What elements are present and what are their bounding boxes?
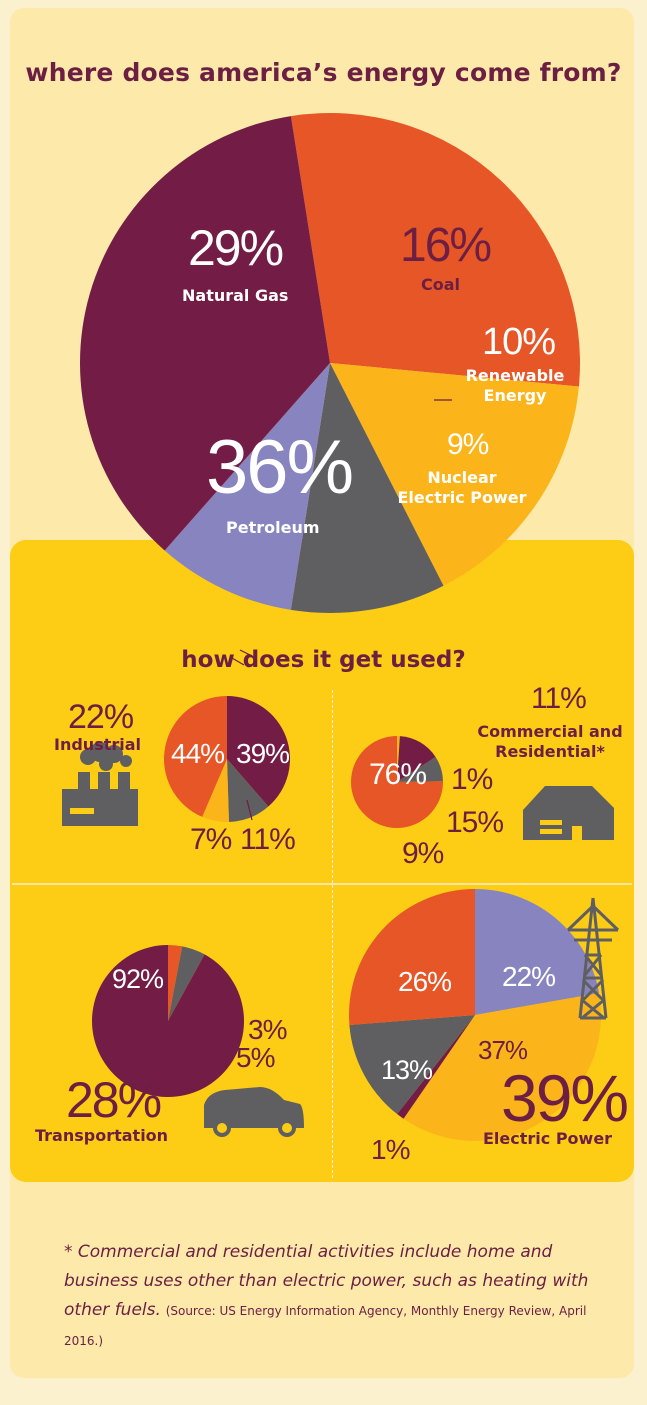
main-nuclear-pct: 9%	[447, 428, 489, 461]
page-title: where does america’s energy come from?	[25, 58, 622, 87]
electric-label: Electric Power	[483, 1129, 613, 1148]
main-energy-slice-2	[290, 363, 444, 613]
electric-13-pct: 13%	[381, 1055, 433, 1085]
transport-3-pct: 3%	[248, 1014, 287, 1045]
footnote-source: (Source: US Energy Information Agency, M…	[64, 1304, 587, 1348]
commercial-15-pct: 15%	[446, 806, 504, 839]
commercial-slice-2	[397, 756, 443, 782]
power-tower-icon	[566, 897, 620, 1020]
transport-5pct-leader	[231, 657, 245, 666]
industrial-share: 22%	[68, 698, 134, 736]
main-energy-slice-0	[290, 113, 581, 387]
house-icon	[523, 786, 614, 840]
usage-title: how does it get used?	[181, 647, 466, 673]
electric-slice-0	[475, 889, 600, 1015]
transport-5-pct: 5%	[236, 1042, 275, 1073]
car-icon	[204, 1087, 304, 1137]
electric-slice-4	[349, 889, 475, 1025]
commercial-9-pct: 9%	[402, 837, 444, 870]
main-petroleum-label: Petroleum	[226, 518, 320, 537]
electric-26-pct: 26%	[398, 966, 452, 997]
transport-share: 28%	[66, 1072, 162, 1128]
main-petroleum-pct: 36%	[206, 425, 354, 510]
main-natural-gas-label: Natural Gas	[182, 286, 289, 305]
main-coal-pct: 16%	[400, 219, 492, 272]
industrial-11pct-leader	[246, 799, 253, 821]
commercial-1-pct: 1%	[451, 763, 493, 796]
main-nuclear-label: Nuclear Electric Power	[397, 468, 527, 507]
divider-horizontal	[12, 883, 632, 885]
commercial-share: 11%	[531, 682, 587, 715]
transport-slice-1	[168, 946, 205, 1021]
commercial-label: Commercial and Residential*	[477, 722, 623, 761]
commercial-76-pct: 76%	[369, 758, 427, 791]
electric-slice-1	[403, 993, 601, 1141]
electric-1-pct: 1%	[371, 1134, 410, 1165]
main-energy-slice-1	[330, 363, 579, 586]
commercial-slice-1	[397, 736, 436, 782]
commercial-slice-0	[397, 736, 400, 782]
divider-vertical	[332, 690, 334, 1178]
industrial-11-pct: 11%	[240, 823, 296, 856]
leader-lines	[231, 399, 452, 821]
industrial-44-pct: 44%	[171, 738, 225, 769]
industrial-slice-1	[227, 759, 269, 822]
footnote: * Commercial and residential activities …	[64, 1238, 604, 1356]
transport-label: Transportation	[35, 1126, 169, 1145]
main-energy-slice-3	[164, 363, 330, 610]
transport-slice-2	[92, 945, 245, 1098]
transport-3pct-leader	[239, 649, 253, 657]
industrial-39-pct: 39%	[236, 738, 290, 769]
main-energy-pie	[79, 113, 581, 613]
commercial-slice-3	[351, 736, 443, 829]
electric-22-pct: 22%	[502, 961, 556, 992]
electric-share: 39%	[501, 1061, 629, 1135]
industrial-7-pct: 7%	[190, 823, 232, 856]
main-renewable-label: Renewable Energy	[465, 366, 565, 405]
factory-icon	[62, 742, 138, 826]
industrial-slice-0	[227, 696, 290, 807]
industrial-slice-3	[163, 696, 227, 817]
footnote-text: * Commercial and residential activities …	[64, 1242, 589, 1320]
main-energy-slice-4	[79, 116, 330, 551]
commercial-residential-pie	[351, 736, 443, 829]
industrial-pie	[163, 696, 290, 823]
main-natural-gas-pct: 29%	[188, 220, 284, 276]
electric-slice-3	[349, 1015, 475, 1115]
industrial-label: Industrial	[54, 735, 142, 754]
main-renewable-pct: 10%	[482, 321, 556, 363]
transport-slice-0	[168, 945, 183, 1021]
electric-slice-2	[397, 1015, 475, 1119]
transportation-pie	[92, 945, 245, 1098]
transport-92-pct: 92%	[112, 964, 164, 994]
electric-37-pct: 37%	[478, 1035, 528, 1065]
main-coal-label: Coal	[421, 275, 461, 294]
electric-power-pie	[349, 889, 601, 1141]
industrial-slice-2	[202, 759, 229, 823]
